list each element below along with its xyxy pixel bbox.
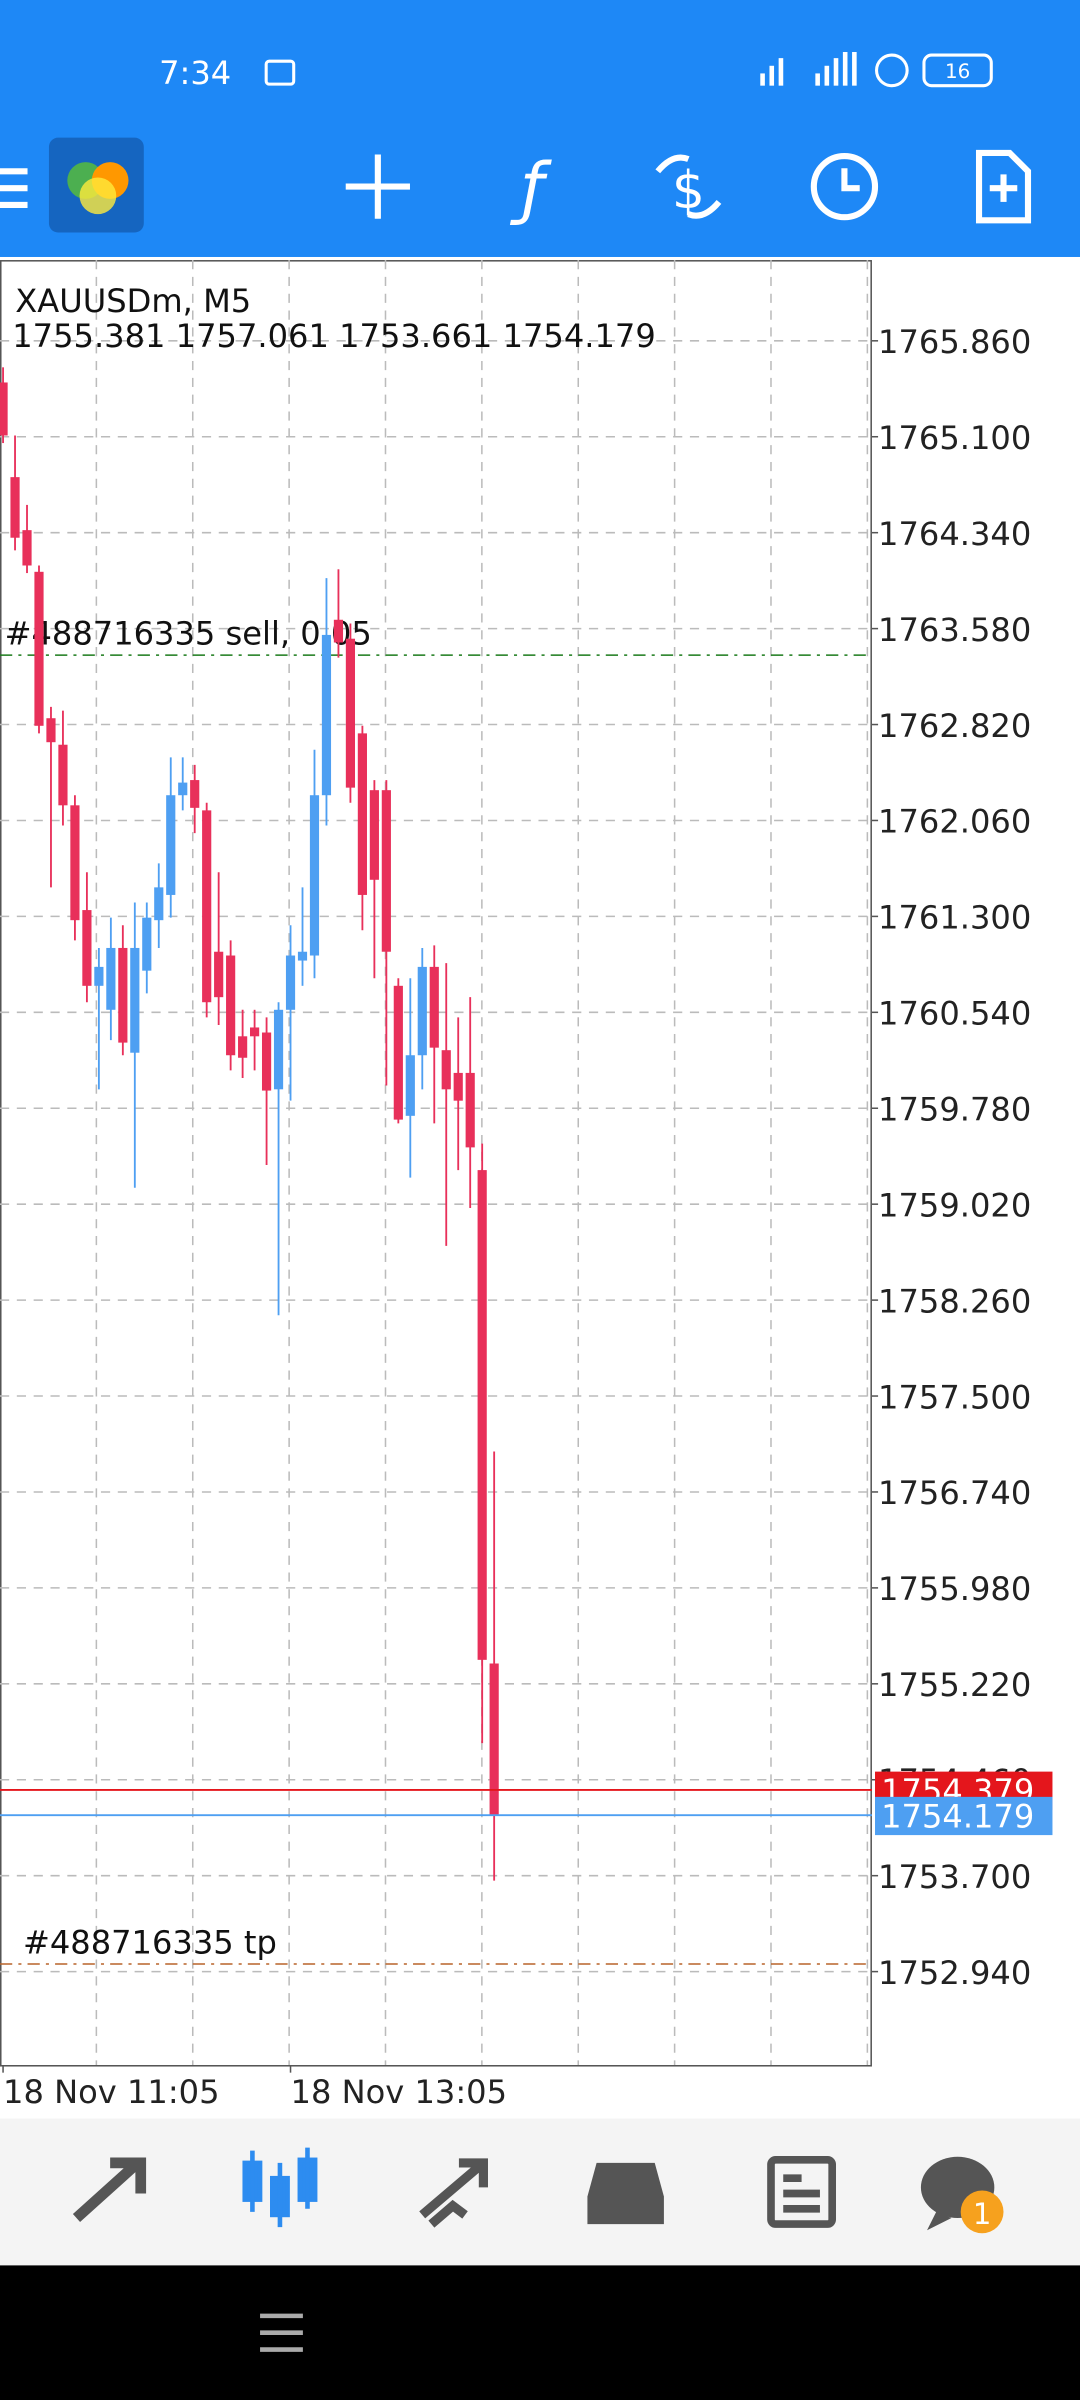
- candle-body: [250, 1027, 260, 1037]
- candle-body: [309, 795, 320, 956]
- ohlc-header: 1755.381 1757.061 1753.661 1754.179: [12, 317, 656, 355]
- app-logo[interactable]: [48, 137, 144, 233]
- candle-body: [0, 382, 8, 436]
- x-tick-label: 18 Nov 11:05: [3, 2073, 219, 2111]
- nav-chat[interactable]: [920, 2156, 1004, 2234]
- signal-icons: [760, 52, 909, 88]
- ohlc-open: 1755.381: [12, 317, 165, 355]
- candle-body: [369, 790, 379, 880]
- candle-body: [261, 1032, 272, 1091]
- candle-body: [130, 947, 140, 1053]
- candle-body: [238, 1036, 248, 1058]
- candle-body: [381, 790, 391, 952]
- y-tick-label: 1753.700: [878, 1858, 1031, 1896]
- candle-body: [94, 966, 104, 986]
- battery: [922, 53, 993, 88]
- candle-body: [142, 917, 152, 971]
- candle-body: [202, 810, 212, 1003]
- y-tick-label: 1759.780: [878, 1090, 1031, 1128]
- candle-body: [190, 780, 200, 808]
- y-tick-label: 1764.340: [878, 515, 1031, 553]
- menu-button[interactable]: [0, 168, 28, 209]
- y-tick-label: 1760.540: [878, 995, 1031, 1033]
- y-tick-label: 1765.860: [878, 323, 1031, 361]
- y-tick-label: 1759.020: [878, 1186, 1031, 1224]
- notification-icon: [264, 59, 296, 86]
- battery-level: 16: [945, 60, 970, 83]
- status-time: 7:34: [159, 54, 231, 92]
- candle-body: [453, 1072, 463, 1101]
- vertical-grid: [95, 260, 869, 2066]
- trade-button[interactable]: $: [655, 154, 722, 221]
- y-tick-label: 1762.060: [878, 803, 1031, 841]
- candle-body: [22, 530, 32, 566]
- y-tick-label: 1765.100: [878, 419, 1031, 457]
- candle-body: [46, 718, 56, 743]
- candle-body: [321, 634, 332, 796]
- candle-body: [333, 619, 344, 643]
- system-nav-bar: [0, 2265, 1080, 2400]
- plot-area: [0, 260, 872, 2067]
- candle-body: [273, 1009, 284, 1090]
- ohlc-close: 1754.179: [503, 317, 656, 355]
- candle-body: [429, 966, 439, 1048]
- candle-body: [10, 477, 20, 538]
- candle-body: [166, 795, 176, 895]
- candle-body: [489, 1663, 499, 1816]
- candle-body: [285, 955, 296, 1010]
- candle-body: [118, 947, 128, 1043]
- candle-body: [345, 638, 356, 788]
- ohlc-high: 1757.061: [176, 317, 329, 355]
- y-tick-label: 1755.980: [878, 1570, 1031, 1608]
- candle-body: [441, 1050, 451, 1090]
- bottom-nav: [0, 2118, 1080, 2266]
- candle-body: [357, 733, 367, 895]
- y-tick-label: 1755.220: [878, 1666, 1031, 1704]
- crosshair-button[interactable]: [345, 154, 410, 219]
- bid-label: 1754.179: [881, 1797, 1034, 1835]
- chart-title: XAUUSDm, M5: [15, 282, 251, 320]
- nav-history[interactable]: [587, 2162, 664, 2225]
- candle-body: [405, 1055, 415, 1116]
- candle-body: [34, 571, 44, 726]
- system-menu-button[interactable]: [260, 2313, 303, 2352]
- app-header: [0, 0, 1080, 257]
- y-tick-label: 1752.940: [878, 1954, 1031, 1992]
- candle-body: [154, 887, 164, 921]
- x-tick-label: 18 Nov 13:05: [291, 2073, 507, 2111]
- candle-body: [82, 910, 92, 986]
- order-label: #488716335 sell, 0.05: [5, 614, 372, 652]
- nav-quotes[interactable]: [72, 2157, 147, 2222]
- candle-body: [58, 744, 68, 806]
- y-tick-label: 1758.260: [878, 1282, 1031, 1320]
- candle-body: [106, 947, 116, 1010]
- candle-body: [214, 951, 224, 998]
- candle-body: [70, 805, 80, 921]
- y-tick-label: 1757.500: [878, 1378, 1031, 1416]
- svg-text:$: $: [672, 161, 705, 221]
- nav-news[interactable]: [767, 2156, 837, 2228]
- period-button[interactable]: [810, 152, 879, 221]
- candle-body: [417, 966, 427, 1056]
- candle-body: [226, 955, 236, 1056]
- candle-body: [477, 1170, 487, 1660]
- candle-body: [297, 951, 308, 961]
- bid-tag: [875, 1796, 1053, 1836]
- nav-trade[interactable]: [419, 2158, 488, 2228]
- y-tick-label: 1762.820: [878, 707, 1031, 745]
- chat-badge: 1: [973, 2197, 991, 2231]
- y-tick-label: 1763.580: [878, 611, 1031, 649]
- candle-body: [393, 985, 403, 1120]
- candle-body: [178, 782, 188, 796]
- nav-chart[interactable]: [242, 2147, 318, 2228]
- y-tick-label: 1756.740: [878, 1474, 1031, 1512]
- new-order-button[interactable]: [975, 149, 1032, 224]
- y-tick-label: 1761.300: [878, 899, 1031, 937]
- order-label: #488716335 tp: [23, 1923, 277, 1961]
- ohlc-low: 1753.661: [339, 317, 492, 355]
- candle-body: [465, 1072, 475, 1148]
